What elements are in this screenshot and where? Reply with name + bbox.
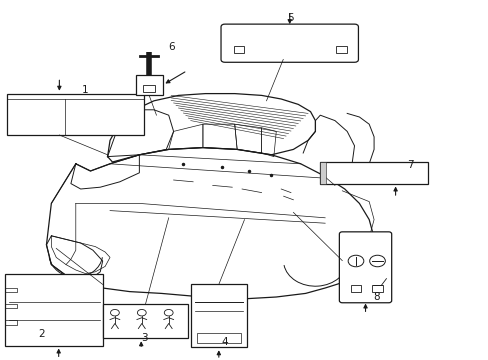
Text: 4: 4 (221, 337, 228, 347)
Text: 6: 6 (168, 42, 175, 52)
Bar (350, 285, 361, 292)
Text: 3: 3 (141, 333, 147, 343)
FancyBboxPatch shape (221, 24, 358, 62)
Bar (335, 46, 346, 53)
Bar (142, 85, 154, 92)
Bar (5, 274, 102, 346)
Text: 2: 2 (38, 329, 45, 339)
Text: 5: 5 (287, 13, 294, 23)
Bar (371, 285, 382, 292)
Text: 8: 8 (372, 292, 379, 302)
Bar (102, 304, 188, 338)
Bar (320, 162, 427, 184)
Bar (196, 333, 241, 343)
Bar (190, 284, 246, 347)
Bar (136, 75, 163, 95)
Text: 7: 7 (407, 160, 413, 170)
Bar (320, 162, 325, 184)
Text: 1: 1 (82, 85, 89, 95)
FancyBboxPatch shape (339, 232, 391, 303)
Bar (233, 46, 244, 53)
Bar (7, 94, 144, 135)
